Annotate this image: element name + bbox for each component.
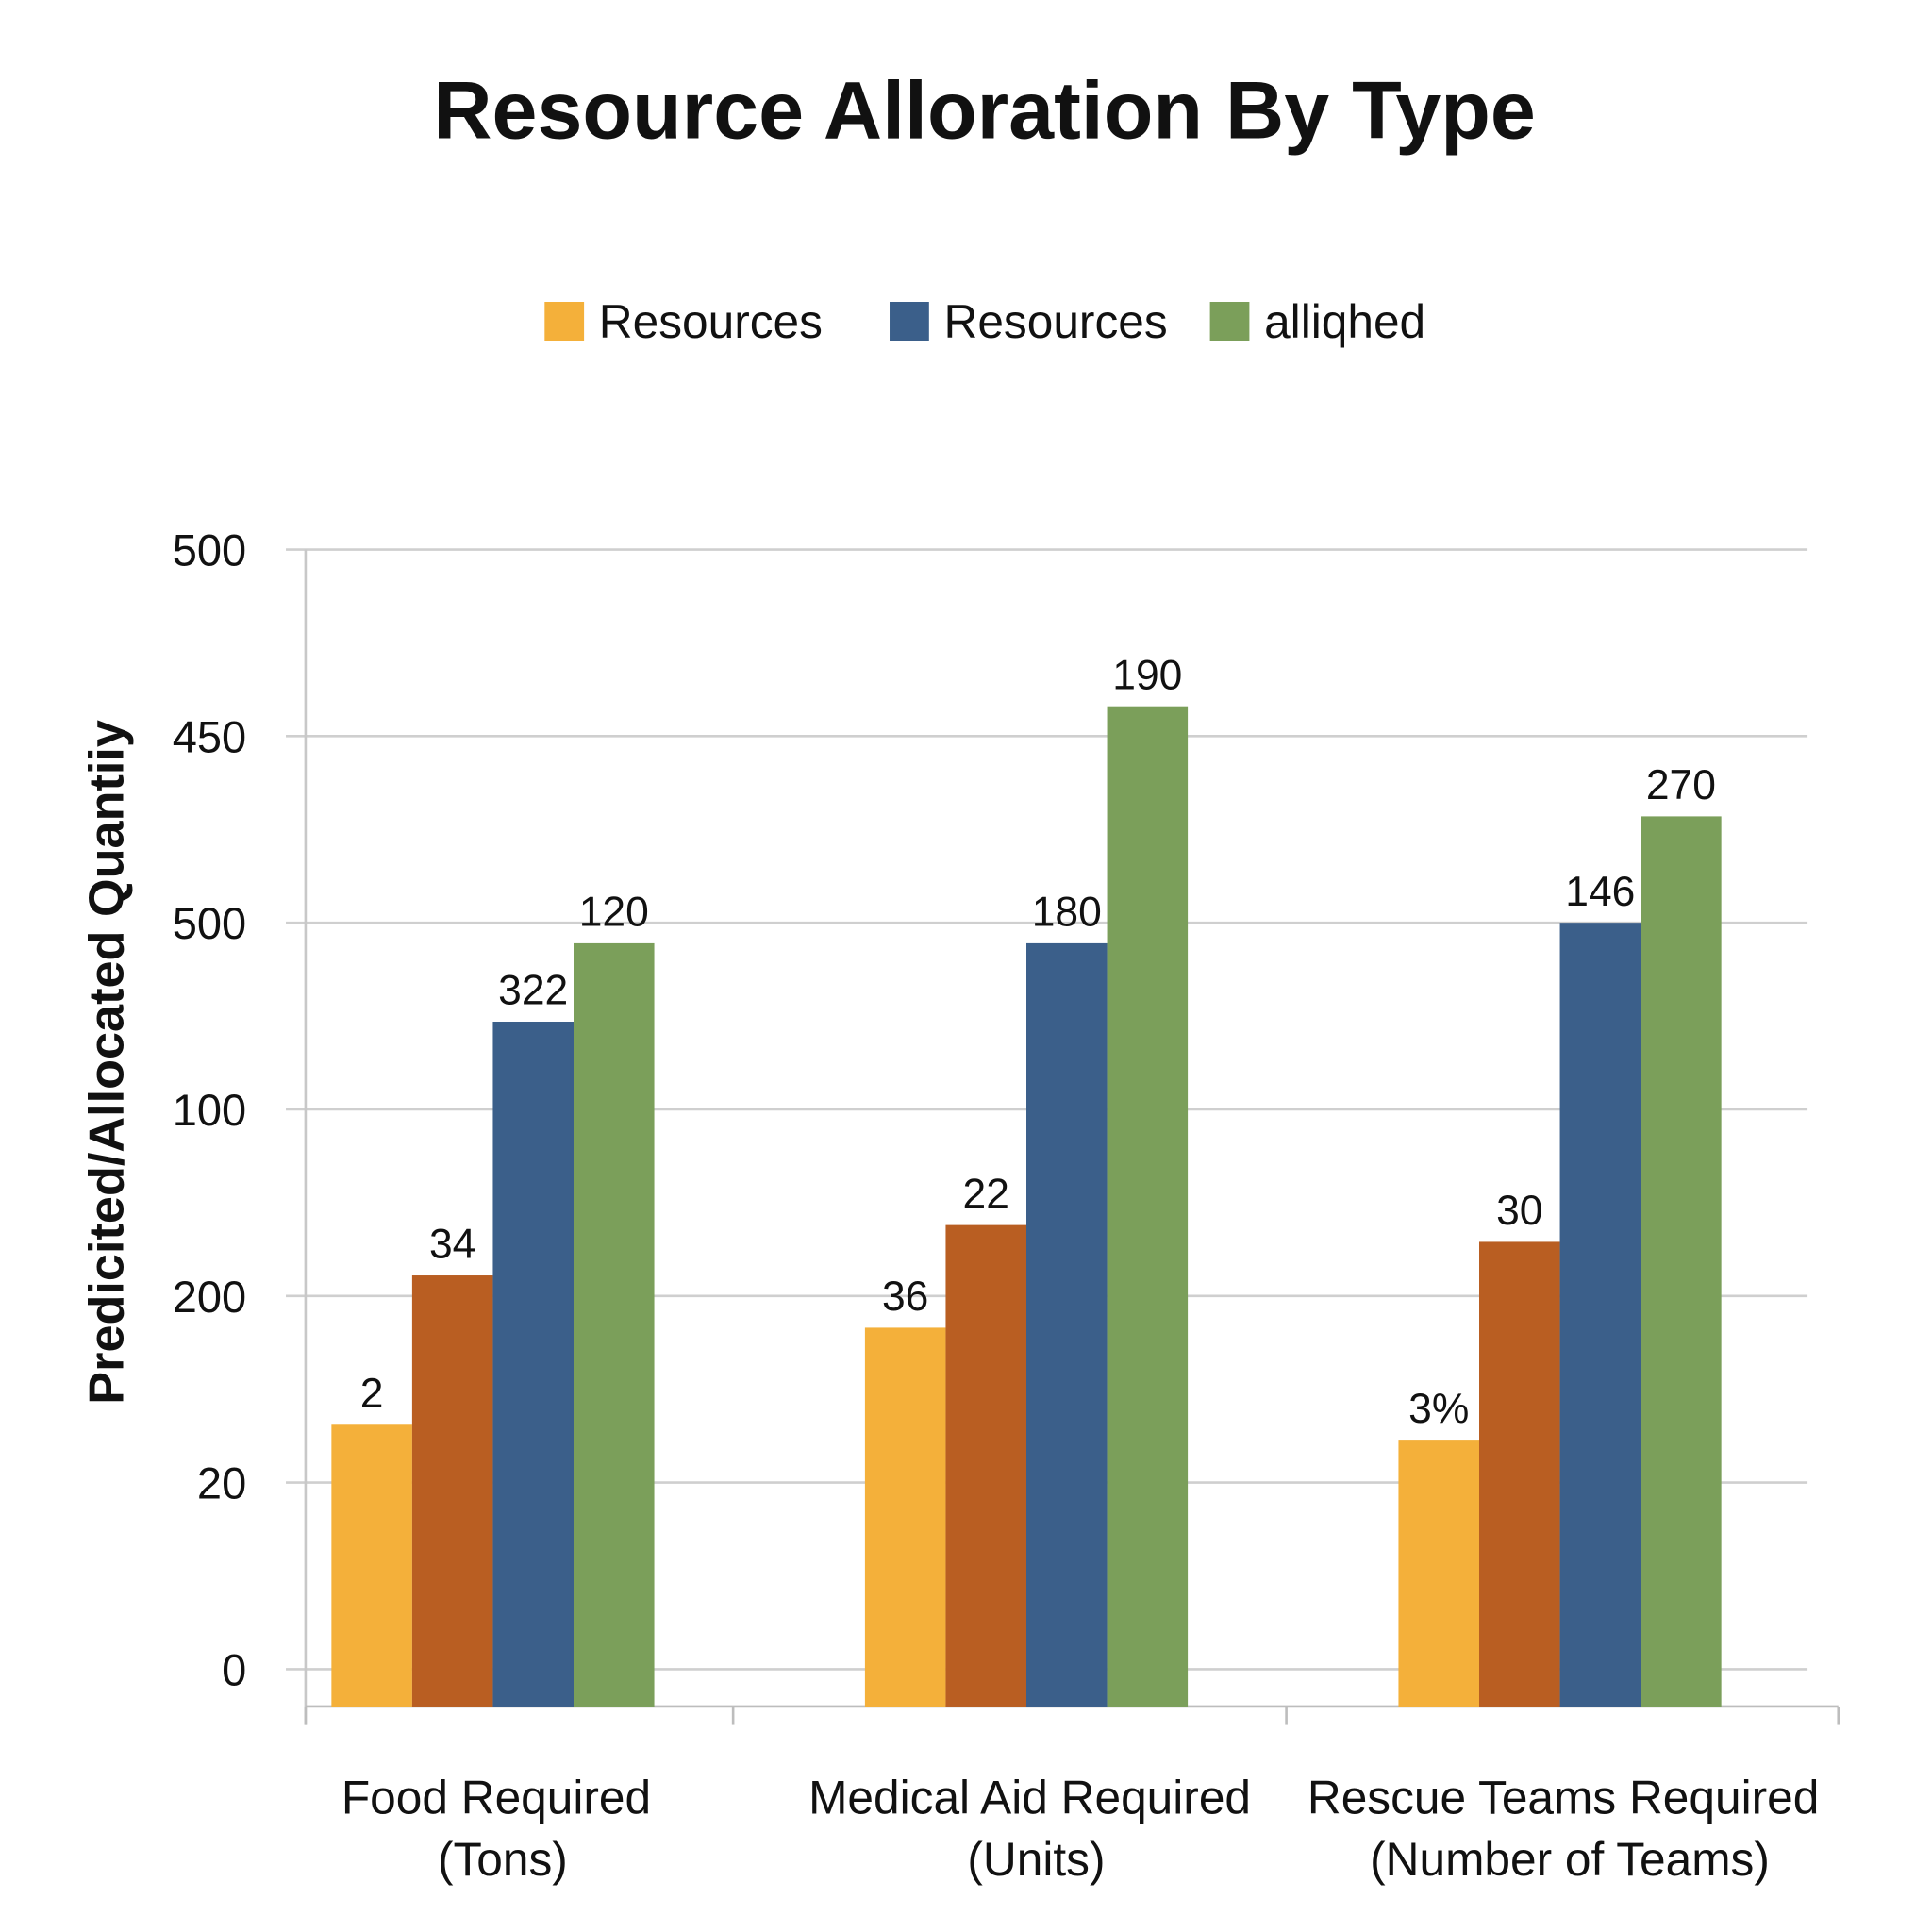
x-tick-label-line: Food Required [341, 1772, 664, 1824]
bar [1641, 816, 1722, 1707]
legend-swatch [1209, 302, 1250, 341]
bar [1026, 942, 1108, 1707]
legend-swatch [890, 302, 929, 341]
x-tick-label-line: Rescue Teams Required [1307, 1772, 1832, 1824]
legend-label: Resources [599, 295, 823, 348]
y-tick-label: 0 [222, 1644, 246, 1694]
y-tick-label: 100 [173, 1085, 246, 1135]
data-label: 270 [1646, 762, 1716, 808]
data-label: 2 [360, 1371, 384, 1417]
x-tick-label: Medical Aid Required (Units) [808, 1772, 1264, 1886]
y-tick-label: 450 [173, 711, 246, 761]
x-tick-label-line: Medical Aid Required [808, 1772, 1264, 1824]
data-label: 3% [1408, 1386, 1469, 1432]
x-tick-label: Rescue Teams Required (Number of Teams) [1307, 1772, 1832, 1886]
x-tick-label-line: (Units) [967, 1833, 1105, 1886]
legend-label: Resources [943, 295, 1167, 348]
data-label: 146 [1565, 869, 1635, 915]
legend-label: alliqhed [1264, 295, 1425, 348]
y-tick-label: 500 [173, 525, 246, 575]
x-tick-label: Food Required (Tons) [341, 1772, 664, 1886]
y-axis-title: Predicited/Allocated Quantiiy [80, 720, 135, 1405]
legend-swatch [544, 302, 585, 341]
y-tick-label: 200 [173, 1272, 246, 1322]
y-tick-label: 500 [173, 898, 246, 948]
bar [1479, 1241, 1560, 1707]
data-label: 22 [963, 1171, 1009, 1217]
data-label: 190 [1112, 652, 1182, 698]
bar [1398, 1440, 1479, 1707]
bar [945, 1224, 1026, 1707]
data-label: 36 [882, 1274, 928, 1320]
data-label: 322 [498, 968, 568, 1014]
bar [1559, 923, 1641, 1707]
data-label: 30 [1496, 1188, 1542, 1234]
x-tick-label-line: (Number of Teams) [1370, 1833, 1770, 1886]
data-label: 34 [429, 1222, 475, 1268]
y-tick-label: 20 [197, 1458, 246, 1508]
chart-title: Resource Alloration By Type [433, 65, 1536, 156]
data-label: 180 [1032, 890, 1102, 936]
bar [492, 1022, 574, 1707]
bar [1107, 706, 1189, 1707]
bar [411, 1275, 493, 1707]
x-tick-label-line: (Tons) [438, 1833, 568, 1886]
bar [864, 1327, 946, 1707]
bar [574, 942, 655, 1707]
data-label: 120 [579, 890, 649, 936]
bar [331, 1424, 412, 1707]
